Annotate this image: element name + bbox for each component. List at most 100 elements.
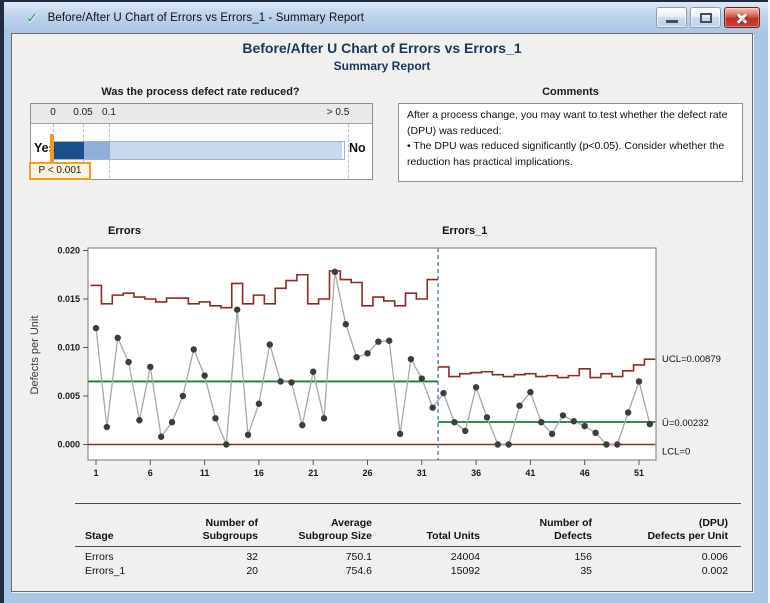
checkmark-icon: ✓	[26, 9, 39, 27]
data-point	[342, 321, 349, 328]
table-header-cell: Average Subgroup Size	[298, 517, 373, 542]
data-point	[277, 378, 284, 385]
data-point	[494, 441, 502, 448]
data-point	[364, 350, 371, 357]
report-content: Before/After U Chart of Errors vs Errors…	[11, 33, 753, 592]
data-point	[440, 389, 447, 397]
gauge-bar-segment	[84, 142, 110, 159]
gauge-question: Was the process defect rate reduced?	[101, 86, 300, 98]
window-edge-left	[0, 0, 4, 603]
data-point	[570, 418, 578, 425]
data-point	[559, 412, 567, 419]
table-header-cell: Number of Subgroups	[202, 517, 258, 542]
gauge-axis: 0 0.05 0.1 > 0.5	[31, 104, 372, 124]
y-axis-title: Defects per Unit	[29, 316, 41, 395]
table-cell: 15092	[450, 565, 480, 577]
data-point	[310, 368, 317, 375]
window-edge-top	[0, 0, 770, 2]
data-point	[255, 400, 263, 407]
table-header-cell: (DPU) Defects per Unit	[647, 517, 728, 542]
gauge-tick-label: 0.1	[102, 107, 116, 118]
table-header-cell: Number of Defects	[539, 517, 593, 542]
data-point	[190, 346, 197, 353]
minimize-button[interactable]	[656, 7, 687, 28]
data-point	[386, 337, 393, 344]
data-point	[136, 417, 143, 424]
ucl-annotation: UCL=0.00879	[662, 354, 721, 365]
data-point	[505, 441, 512, 448]
data-point	[266, 341, 273, 348]
data-point	[635, 378, 643, 385]
gauge-tick-label: 0.05	[73, 107, 93, 118]
plot-area	[87, 247, 657, 461]
gauge-tick-label: > 0.5	[326, 107, 350, 118]
data-point	[299, 421, 306, 429]
title-bar[interactable]: ✓ Before/After U Chart of Errors vs Erro…	[4, 2, 768, 33]
data-point	[114, 334, 121, 341]
y-tick-label: 0.000	[57, 440, 80, 450]
significance-gauge: 0 0.05 0.1 > 0.5 Yes No P < 0.001	[29, 103, 373, 180]
x-tick-label: 36	[471, 468, 481, 478]
table-rule	[75, 546, 741, 547]
summary-table: Stage Number of Subgroups Average Subgroup…	[12, 34, 752, 591]
table-cell: 156	[574, 551, 592, 563]
data-point	[92, 324, 100, 332]
table-cell: 20	[246, 565, 258, 577]
data-point	[168, 418, 176, 426]
comment-line: After a process change, you may want to …	[407, 109, 728, 137]
data-point	[288, 379, 295, 386]
data-point	[538, 418, 545, 426]
data-point	[407, 355, 415, 363]
report-title: Before/After U Chart of Errors vs Errors…	[242, 40, 522, 56]
ucl-step-line	[90, 270, 439, 309]
data-point	[592, 429, 599, 437]
data-point	[201, 372, 208, 379]
x-tick-label: 41	[525, 468, 535, 478]
ucl-step-line	[438, 358, 656, 379]
data-point	[125, 358, 132, 366]
data-point	[223, 441, 230, 448]
x-tick-label: 31	[417, 468, 427, 478]
data-point	[483, 414, 491, 421]
table-cell: 0.006	[701, 551, 728, 563]
table-cell: 35	[580, 565, 592, 577]
comments-box: After a process change, you may want to …	[398, 103, 743, 182]
data-point	[614, 441, 621, 448]
data-point	[603, 441, 610, 448]
x-tick-label: 46	[580, 468, 590, 478]
data-point	[244, 431, 252, 438]
x-tick-label: 6	[148, 468, 153, 478]
minimize-icon	[665, 19, 678, 23]
x-tick-label: 21	[308, 468, 318, 478]
report-subtitle: Summary Report	[333, 59, 431, 73]
data-point	[233, 306, 241, 313]
data-point	[331, 268, 339, 276]
data-point	[646, 420, 654, 428]
data-point	[516, 402, 523, 409]
table-cell: 0.002	[701, 565, 728, 577]
data-point	[396, 430, 404, 438]
gauge-tick-label: 0	[50, 107, 56, 118]
restore-button[interactable]	[690, 7, 721, 28]
close-icon	[735, 11, 749, 25]
data-point	[418, 375, 425, 382]
data-point	[548, 430, 556, 438]
table-cell: 754.6	[345, 565, 372, 577]
stage-label: Errors	[108, 225, 141, 237]
table-header-cell: Stage	[85, 530, 114, 542]
y-tick-label: 0.020	[57, 246, 80, 256]
close-button[interactable]	[724, 7, 760, 28]
restore-icon	[699, 12, 712, 23]
data-point	[462, 427, 469, 435]
u-chart: 0.000 0.005 0.010 0.015 0.020 Defects per Uni…	[29, 225, 721, 478]
gauge-bar	[53, 141, 345, 160]
table-rule	[75, 503, 741, 504]
data-point	[624, 409, 632, 416]
data-point	[429, 404, 436, 411]
data-point	[451, 418, 458, 426]
gauge-bar-segment	[54, 142, 84, 159]
window-edge-right	[768, 0, 770, 603]
table-cell: Errors_1	[85, 565, 126, 577]
lcl-annotation: LCL=0	[662, 447, 690, 458]
x-tick-label: 11	[200, 468, 210, 478]
